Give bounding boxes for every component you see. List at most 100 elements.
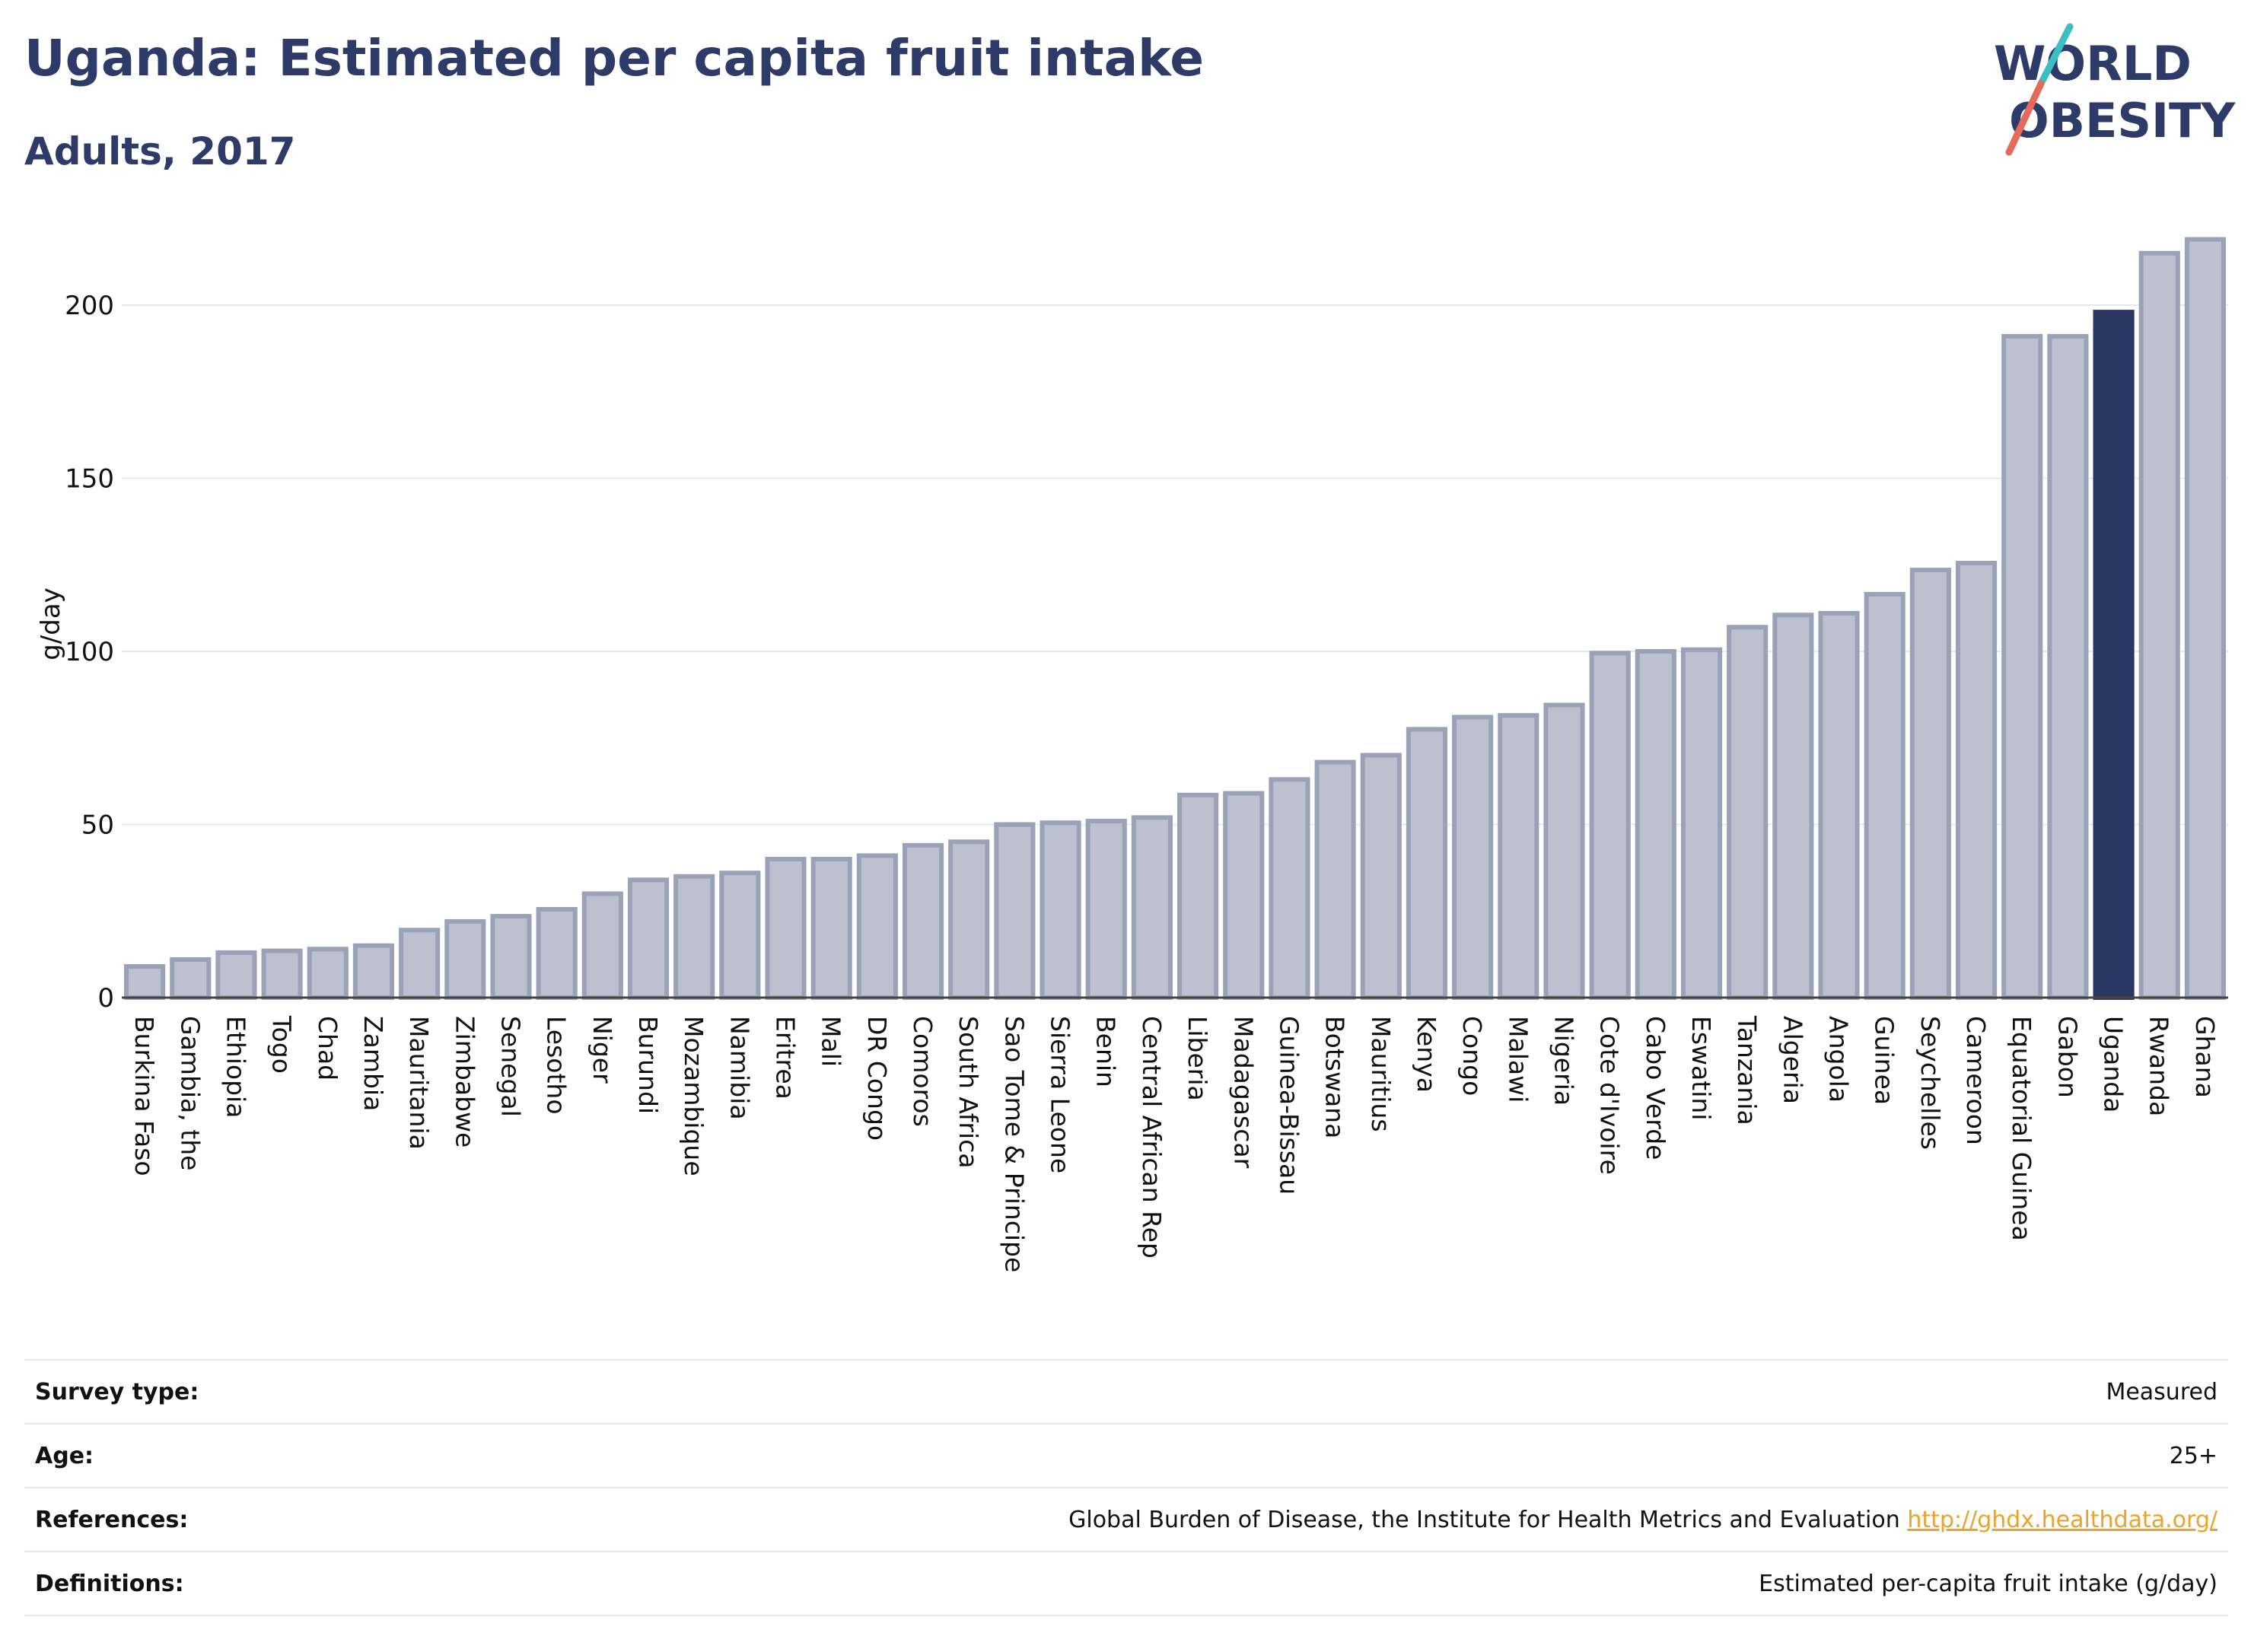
bar-sierra-leone [1040, 820, 1081, 1000]
bar-madagascar [1223, 791, 1265, 1001]
x-tick-label: Ghana [2190, 1016, 2220, 1098]
logo-line1: WORLD [1994, 36, 2192, 91]
bar-equatorial-guinea [2001, 333, 2043, 1000]
bar-cabo-verde [1635, 649, 1676, 1000]
x-tick-label: Algeria [1778, 1016, 1807, 1104]
bar-cote-d-ivoire [1589, 651, 1631, 1001]
bar-algeria [1772, 613, 1814, 1000]
bar-ghana [2184, 237, 2226, 1000]
x-tick-label: Nigeria [1549, 1016, 1578, 1106]
references-label: References: [35, 1506, 189, 1533]
survey-type-label: Survey type: [35, 1378, 199, 1405]
bar-liberia [1177, 792, 1219, 1000]
x-tick-label: South Africa [954, 1016, 983, 1169]
x-tick-label: Gambia, the [175, 1016, 205, 1170]
references-text: Global Burden of Disease, the Institute … [1068, 1506, 1900, 1533]
x-tick-label: Sierra Leone [1046, 1016, 1075, 1173]
y-tick-label: 150 [65, 464, 114, 495]
x-tick-label: Togo [267, 1015, 297, 1074]
bar-chart: 0 50 100 150 200 g/day Burkina Faso Gambia, t… [36, 237, 2228, 1272]
x-tick-label: Madagascar [1228, 1016, 1258, 1169]
x-tick-label: Sao Tome & Principe [999, 1016, 1029, 1272]
references-link[interactable]: http://ghdx.healthdata.org/ [1907, 1506, 2218, 1533]
x-tick-label: Cote d'Ivoire [1595, 1016, 1625, 1175]
x-tick-label: Kenya [1412, 1016, 1441, 1093]
x-tick-label: Uganda [2099, 1016, 2128, 1112]
x-tick-label: Mali [817, 1016, 846, 1067]
x-tick-label: Botswana [1320, 1016, 1350, 1138]
bar-lesotho [536, 906, 578, 1000]
y-axis-ticks: 0 50 100 150 200 [65, 291, 114, 1014]
bar-dr-congo [856, 853, 898, 1000]
y-tick-label: 50 [81, 810, 114, 841]
bar-mozambique [673, 874, 715, 1000]
bars [124, 237, 2226, 1001]
x-tick-label: Tanzania [1732, 1015, 1762, 1125]
x-tick-label: Congo [1457, 1016, 1487, 1096]
definitions-label: Definitions: [35, 1570, 184, 1597]
x-tick-label: Zambia [358, 1016, 388, 1111]
x-tick-label: Burkina Faso [129, 1016, 159, 1176]
x-tick-label: Angola [1824, 1016, 1854, 1103]
bar-south-africa [948, 839, 990, 1000]
x-tick-label: Zimbabwe [450, 1016, 479, 1147]
bar-comoros [902, 842, 944, 1001]
x-tick-label: DR Congo [862, 1016, 892, 1141]
bar-malawi [1498, 713, 1539, 1000]
chart-subtitle: Adults, 2017 [24, 129, 296, 173]
x-tick-label: Eritrea [771, 1016, 801, 1100]
bar-uganda [2093, 310, 2135, 1001]
y-tick-label: 100 [65, 637, 114, 667]
age-value: 25+ [2169, 1442, 2218, 1469]
bar-niger [581, 891, 623, 1000]
bar-chad [307, 947, 349, 1001]
bar-guinea-bissau [1269, 777, 1310, 1000]
bar-burkina-faso [124, 964, 166, 1001]
x-tick-label: Rwanda [2144, 1016, 2174, 1116]
bar-botswana [1314, 759, 1356, 1000]
bar-senegal [490, 914, 532, 1000]
x-tick-label: Comoros [908, 1016, 938, 1127]
x-tick-label: Guinea [1870, 1016, 1899, 1105]
x-tick-label: Mauritius [1366, 1016, 1396, 1132]
bar-mali [810, 857, 852, 1000]
definitions-row: Definitions: Estimated per-capita fruit … [24, 1551, 2228, 1616]
bar-ethiopia [215, 950, 257, 1000]
y-axis-label: g/day [36, 587, 66, 660]
world-obesity-logo: WORLD OBESITY [1994, 23, 2236, 156]
references-row: References: Global Burden of Disease, th… [24, 1487, 2228, 1551]
x-tick-label: Seychelles [1915, 1016, 1945, 1150]
bar-togo [261, 948, 303, 1000]
logo-slash-red-icon [2005, 80, 2045, 156]
x-tick-label: Chad [313, 1016, 342, 1081]
age-row: Age: 25+ [24, 1423, 2228, 1487]
chart-title: Uganda: Estimated per capita fruit intak… [24, 29, 1205, 88]
bar-gambia-the [170, 957, 212, 1000]
bar-nigeria [1543, 702, 1585, 1001]
bar-namibia [719, 871, 761, 1000]
bar-tanzania [1727, 625, 1769, 1001]
bar-gabon [2047, 333, 2089, 1000]
bar-burundi [627, 877, 670, 1001]
x-tick-label: Burundi [633, 1016, 663, 1114]
logo-line2: OBESITY [2009, 93, 2236, 148]
x-tick-label: Cameroon [1961, 1016, 1991, 1145]
bar-seychelles [1909, 568, 1951, 1000]
x-tick-label: Guinea-Bissau [1274, 1016, 1304, 1195]
x-tick-label: Ethiopia [221, 1016, 250, 1118]
bar-congo [1452, 715, 1494, 1000]
bar-zambia [352, 943, 395, 1000]
bar-cameroon [1955, 560, 1998, 1000]
x-tick-label: Benin [1091, 1016, 1121, 1087]
references-value: Global Burden of Disease, the Institute … [1068, 1507, 2218, 1533]
info-table: Survey type: Measured Age: 25+ Reference… [24, 1359, 2228, 1616]
x-tick-label: Senegal [495, 1016, 525, 1117]
definitions-value: Estimated per-capita fruit intake (g/day… [1759, 1570, 2218, 1597]
bar-kenya [1406, 727, 1448, 1000]
logo-slash-teal-icon [2037, 23, 2074, 88]
y-tick-label: 0 [97, 983, 114, 1014]
bar-mauritius [1360, 753, 1402, 1000]
bar-angola [1818, 610, 1860, 1000]
bar-benin [1085, 818, 1127, 1000]
x-tick-label: Mauritania [404, 1016, 434, 1150]
